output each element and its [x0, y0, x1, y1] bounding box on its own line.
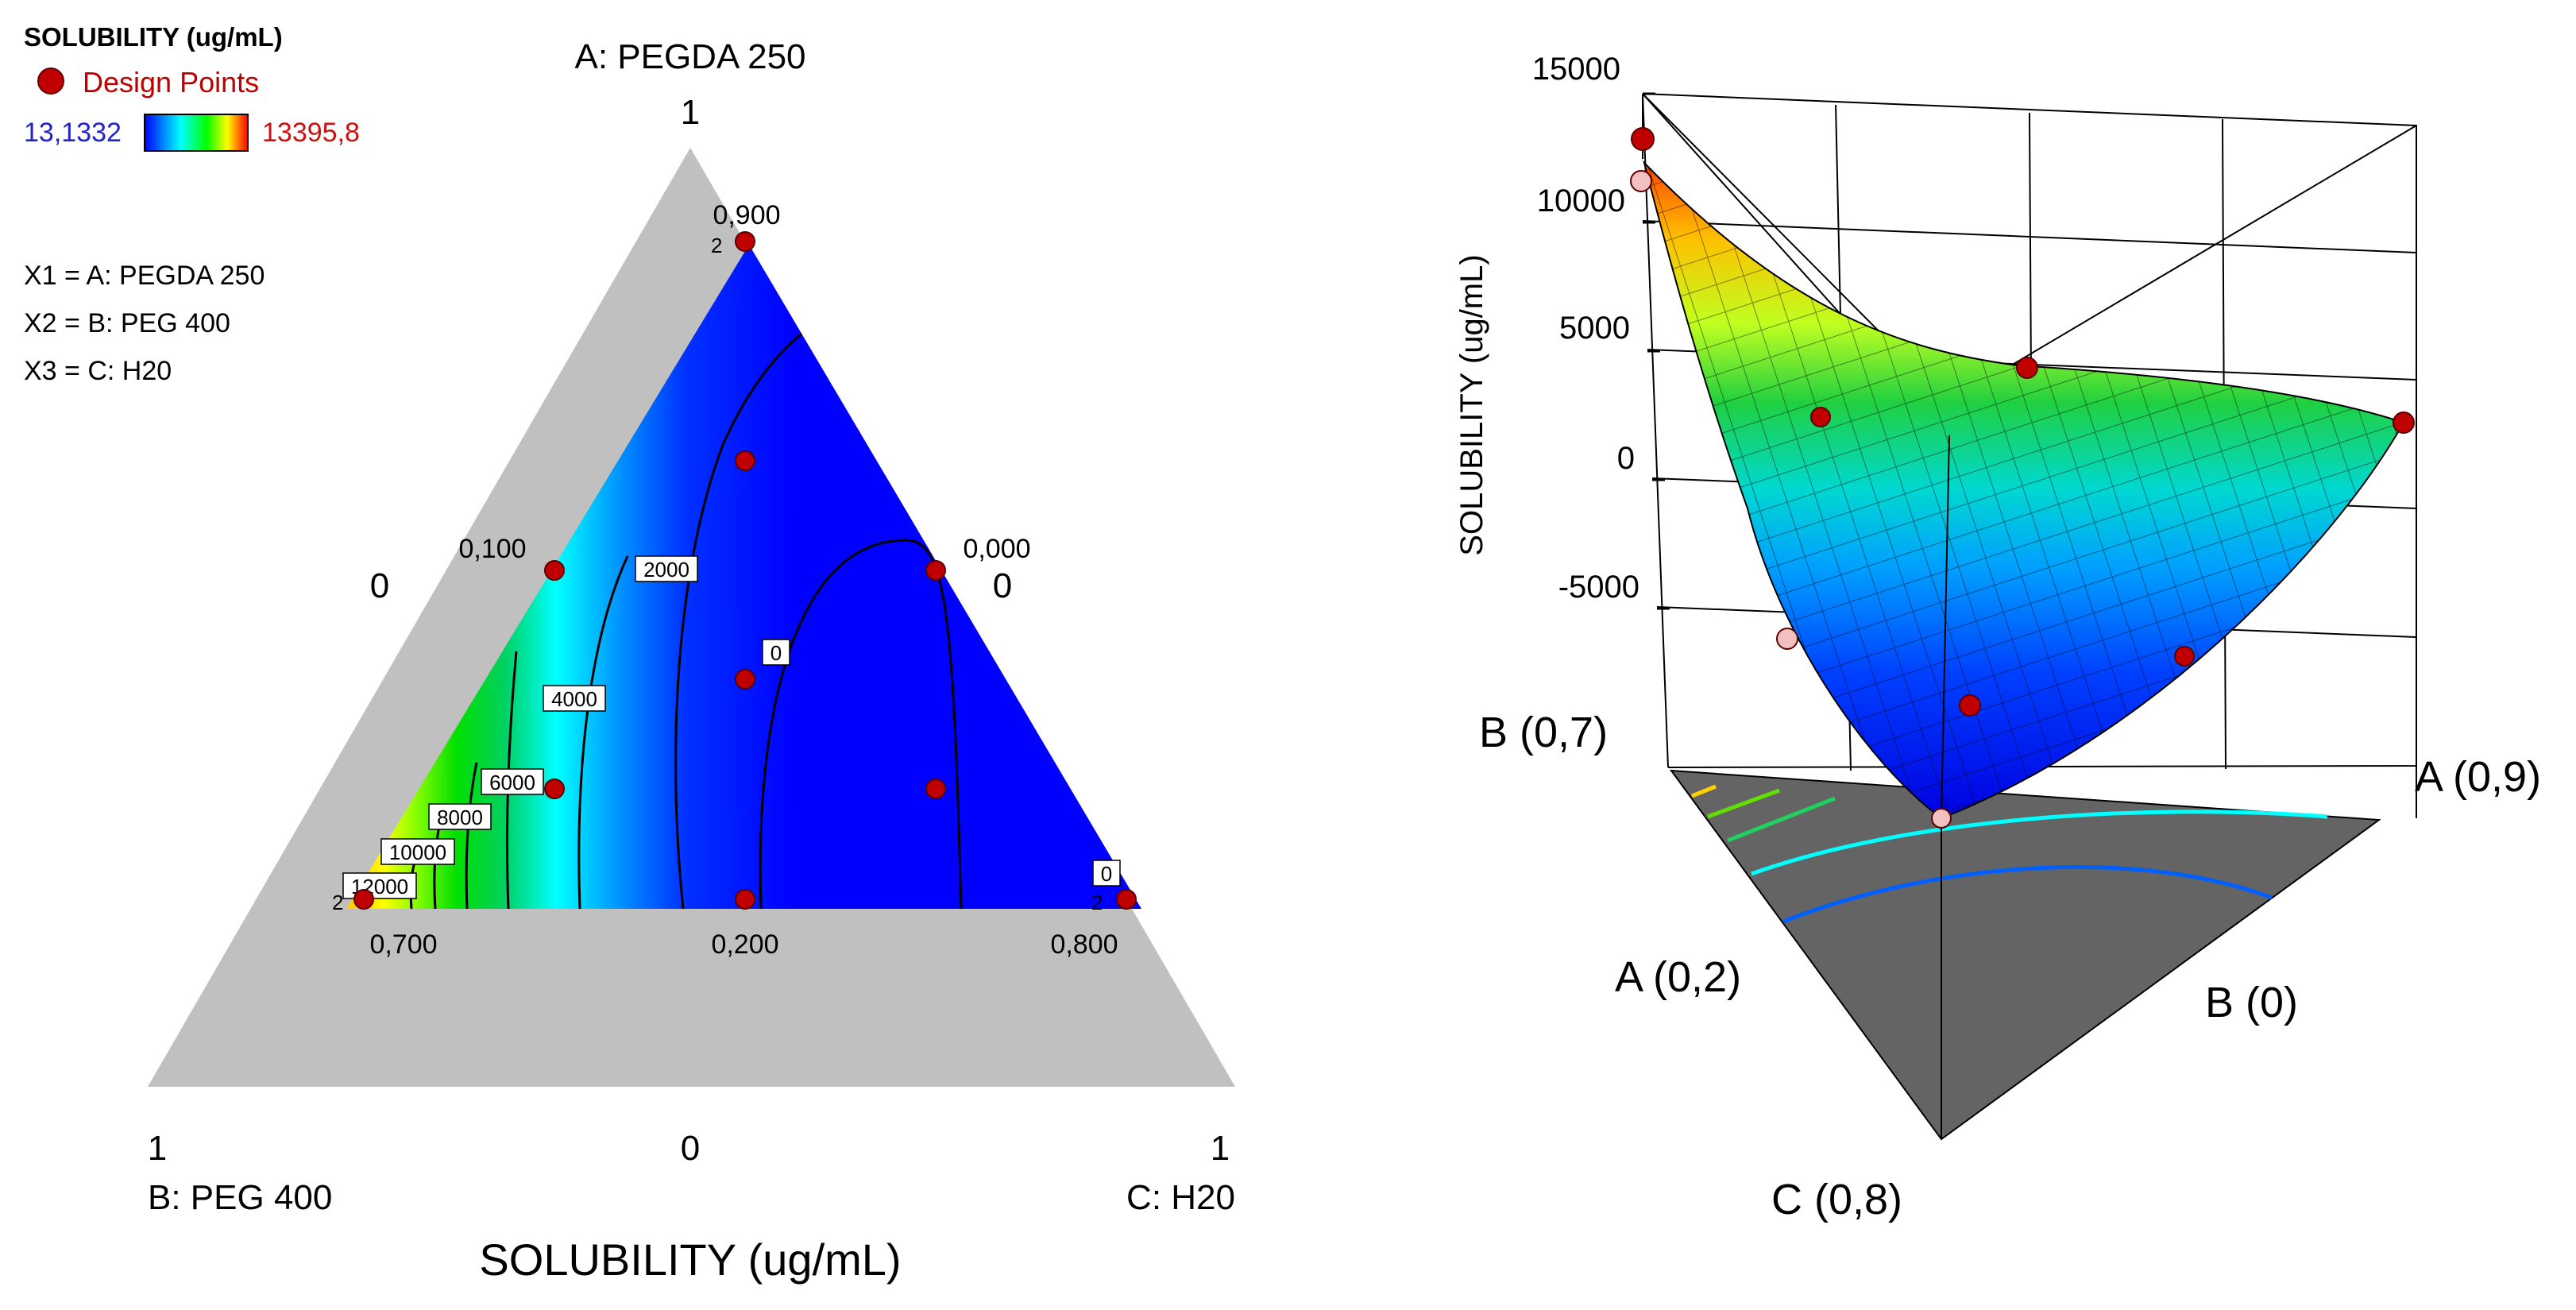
ternary-title: SOLUBILITY (ug/mL): [479, 1235, 901, 1285]
tick-upper-right: 0,000: [963, 534, 1030, 564]
design-point: [925, 560, 946, 581]
legend-max: 13395,8: [262, 118, 360, 148]
vertex-value-bottom-right: 1: [1211, 1129, 1230, 1168]
contour-label-10000: 10000: [380, 838, 455, 865]
design-point: [1776, 628, 1798, 650]
tick-upper-left: 0,100: [458, 534, 526, 564]
factor-x1: X1 = A: PEGDA 250: [24, 261, 265, 291]
design-point: [1116, 889, 1137, 910]
contour-line-4000: [577, 555, 629, 909]
vertex-value-bottom-middle: 0: [681, 1129, 700, 1168]
legend: SOLUBILITY (ug/mL) Design Points 13,1332…: [24, 22, 360, 152]
axis-label-a-high: A (0,9): [2415, 753, 2541, 801]
legend-min: 13,1332: [24, 118, 122, 148]
design-point: [2393, 412, 2415, 434]
vertex-labels: A: PEGDA 250 1 0 0 1 0 1 B: PEG 400 C: H…: [148, 37, 1235, 1217]
design-point: [1631, 127, 1655, 151]
contour-label-4000: 4000: [543, 685, 606, 712]
z-axis: 15000 10000 5000 0 -5000 SOLUBILITY (ug/…: [1454, 52, 1670, 610]
floor-contours: [1691, 784, 2328, 924]
svg-text:8000: 8000: [437, 806, 483, 829]
vertex-value-right: 0: [993, 566, 1012, 605]
design-point: [1630, 170, 1652, 192]
svg-text:10000: 10000: [389, 840, 446, 864]
svg-text:2000: 2000: [643, 558, 689, 582]
svg-text:2: 2: [711, 234, 722, 257]
surface-floor: [1669, 769, 2381, 1141]
svg-text:6000: 6000: [489, 771, 535, 794]
svg-text:2: 2: [332, 891, 343, 914]
surface-axis-labels: B (0,7) A (0,9) A (0,2) B (0) C (0,8): [1479, 709, 2541, 1223]
contour-labels: 0 2000 4000 6000 8000 10000: [342, 555, 1121, 899]
z-axis-label: SOLUBILITY (ug/mL): [1454, 254, 1489, 555]
design-point: [544, 560, 565, 581]
contour-label-12000: 12000: [342, 872, 417, 899]
replicate-labels: 2 2 2: [332, 234, 1103, 914]
z-tick-15000: 15000: [1532, 52, 1620, 87]
z-tick-0: 0: [1617, 441, 1635, 476]
design-point: [925, 779, 946, 799]
design-point: [544, 779, 565, 799]
design-points: [353, 231, 1137, 910]
factor-list: X1 = A: PEGDA 250 X2 = B: PEG 400 X3 = C…: [24, 261, 265, 386]
design-point: [353, 889, 374, 910]
response-surface: [1643, 160, 2405, 820]
legend-title: SOLUBILITY (ug/mL): [24, 22, 283, 52]
contour-label-2000: 2000: [635, 555, 698, 582]
design-point: [735, 231, 755, 252]
contour-line-2000: [674, 316, 827, 909]
svg-text:0: 0: [770, 641, 782, 665]
svg-text:4000: 4000: [551, 687, 597, 711]
contour-line-0: [759, 539, 963, 909]
contour-label-6000: 6000: [481, 768, 544, 795]
axis-label-b-high: B (0,7): [1479, 709, 1608, 756]
surface-design-points: [1630, 127, 2415, 829]
ternary-tick-labels: 0,900 0,100 0,000 0,700 0,200 0,800: [369, 200, 1118, 960]
design-point: [1959, 694, 1981, 717]
design-point: [1931, 808, 1952, 829]
factor-x2: X2 = B: PEG 400: [24, 308, 230, 338]
vertex-label-bottom-right: C: H20: [1126, 1178, 1235, 1217]
z-tick-minus-5000: -5000: [1558, 570, 1639, 605]
contour-label-0-edge: 0: [1092, 860, 1121, 887]
axis-label-a-low: A (0,2): [1615, 953, 1741, 1001]
svg-text:0: 0: [1101, 862, 1112, 886]
design-point: [735, 450, 755, 471]
design-point: [735, 669, 755, 690]
ternary-plot: 0 2000 4000 6000 8000 10000: [148, 37, 1235, 1285]
vertex-label-bottom-left: B: PEG 400: [148, 1178, 332, 1217]
tick-bottom-right: 0,800: [1050, 929, 1118, 960]
design-point: [2174, 646, 2195, 667]
vertex-value-bottom-left: 1: [148, 1129, 167, 1168]
axis-label-c-high: C (0,8): [1771, 1176, 1902, 1223]
tick-bottom-left: 0,700: [369, 929, 437, 960]
axis-label-b-low: B (0): [2205, 979, 2298, 1026]
legend-colorbar: [144, 114, 249, 152]
contour-label-0-inner: 0: [762, 639, 790, 666]
vertex-value-left: 0: [370, 566, 389, 605]
vertex-value-top: 1: [681, 93, 700, 132]
surface-plot: 15000 10000 5000 0 -5000 SOLUBILITY (ug/…: [1454, 52, 2541, 1223]
tick-top: 0,900: [713, 200, 780, 230]
vertex-label-top: A: PEGDA 250: [574, 37, 805, 76]
z-tick-5000: 5000: [1559, 311, 1630, 346]
factor-x3: X3 = C: H20: [24, 356, 172, 386]
design-point: [2016, 357, 2038, 379]
tick-bottom-middle: 0,200: [711, 929, 778, 960]
surface-mesh: [1644, 163, 2404, 818]
ternary-region: [346, 245, 1141, 909]
contour-label-8000: 8000: [428, 803, 492, 830]
design-point: [1810, 407, 1831, 427]
svg-text:2: 2: [1091, 891, 1103, 914]
z-tick-10000: 10000: [1537, 184, 1625, 218]
design-point-legend-icon: [37, 68, 64, 95]
design-point: [735, 889, 755, 910]
legend-design-points: Design Points: [83, 66, 259, 99]
